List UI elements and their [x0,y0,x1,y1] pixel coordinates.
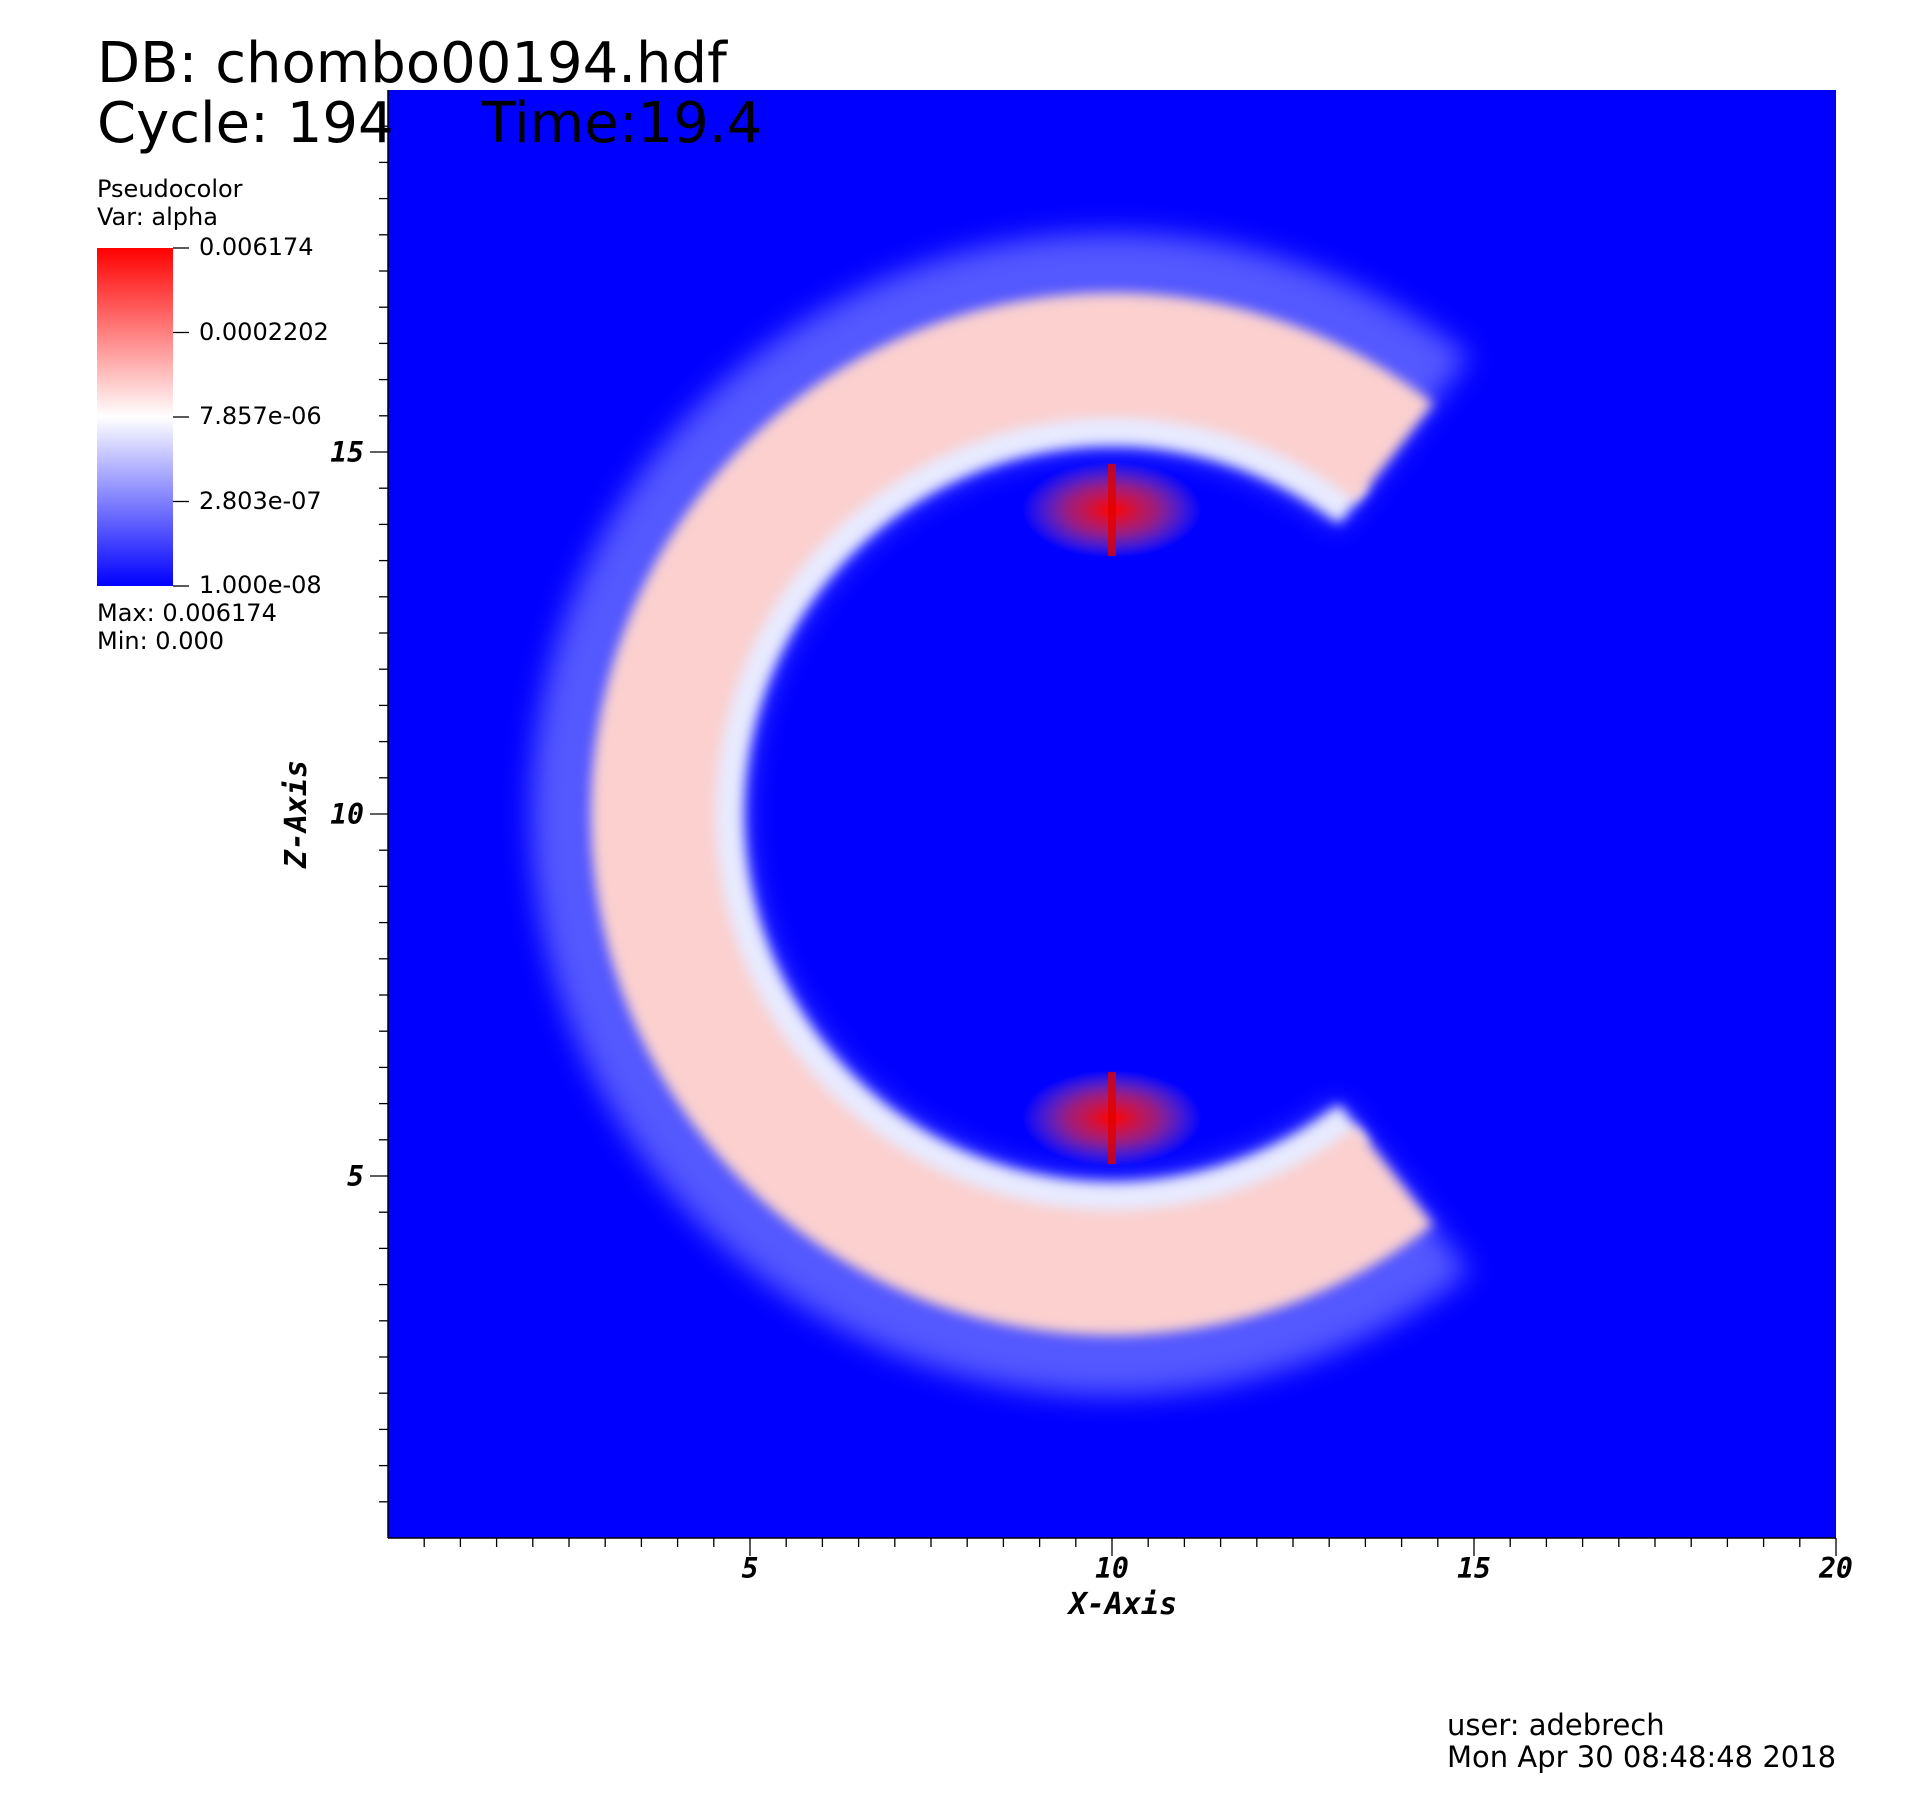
legend-tick-label: 0.0002202 [199,317,329,346]
legend-min: Min: 0.000 [97,627,225,655]
user-info: user: adebrech Mon Apr 30 08:48:48 2018 [1447,1708,1837,1774]
db-filename-label: DB: chombo00194.hdf [97,31,727,96]
alpha-field [530,232,1470,1396]
colorbar-gradient [97,248,173,586]
y-tick-label: 15 [330,436,364,469]
x-axis-title: X-Axis [1066,1587,1177,1622]
crescent-body [590,292,1433,1336]
x-tick-label: 10 [1095,1552,1129,1585]
axes: 5 10 15 20 5 10 15 X-Axis Z-Axis [279,90,1853,1622]
time-label: Time:19.4 [481,91,763,156]
cycle-time-label: Cycle: 194 Time:19.4 [97,96,762,152]
inner-gradient-band [695,397,1369,1231]
cycle-label: Cycle: 194 [97,91,394,156]
y-tick-label: 5 [347,1160,364,1193]
x-tick-label: 15 [1457,1552,1491,1585]
legend-tick-label: 7.857e-06 [199,402,322,430]
legend-tick-label: 1.000e-08 [199,571,322,599]
user-label: user: adebrech [1447,1708,1665,1742]
y-axis-title: Z-Axis [279,760,314,869]
y-tick-label: 10 [330,798,364,831]
alpha-peak-core [1108,1072,1116,1165]
color-legend-bar [97,247,189,587]
legend-plot-type: Pseudocolor [97,175,243,203]
timestamp-label: Mon Apr 30 08:48:48 2018 [1447,1739,1837,1774]
legend-tick-label: 0.006174 [199,233,314,261]
legend-tick-label: 2.803e-07 [199,486,322,515]
x-tick-label: 20 [1818,1552,1853,1585]
x-tick-label: 5 [742,1552,759,1585]
alpha-peak-core [1108,463,1116,556]
legend-variable: Var: alpha [97,203,218,231]
legend-max: Max: 0.006174 [97,599,277,627]
